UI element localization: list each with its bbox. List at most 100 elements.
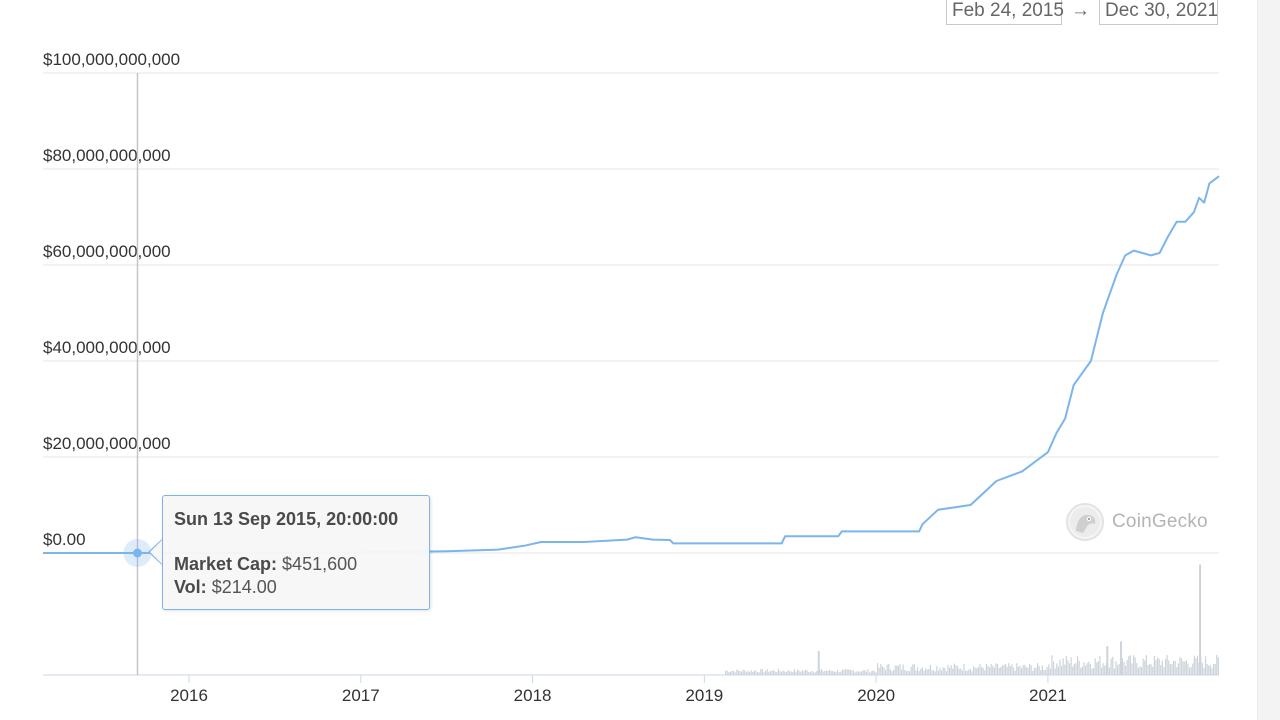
- volume-bar: [961, 670, 963, 675]
- volume-bar: [929, 664, 931, 675]
- volume-bar: [910, 666, 912, 675]
- volume-bar: [958, 669, 960, 675]
- volume-bar: [1028, 663, 1031, 675]
- x-tick-label: 2016: [170, 686, 208, 705]
- volume-bar: [793, 669, 795, 675]
- volume-bar: [1118, 664, 1120, 675]
- volume-bar: [780, 671, 783, 675]
- volume-bar: [764, 671, 767, 675]
- volume-bar: [937, 670, 939, 675]
- volume-bar: [1116, 664, 1119, 675]
- date-range-from-field[interactable]: Feb 24, 2015: [946, 0, 1064, 25]
- volume-bar: [916, 667, 919, 675]
- volume-bar: [1086, 663, 1088, 675]
- volume-spike: [1199, 564, 1202, 675]
- x-tick-label: 2020: [857, 686, 895, 705]
- volume-bar: [724, 670, 727, 675]
- volume-bar: [748, 671, 751, 675]
- volume-bar: [883, 667, 885, 675]
- volume-bar: [814, 672, 816, 675]
- volume-bar: [812, 672, 815, 675]
- volume-bar: [912, 664, 914, 675]
- volume-bar: [1169, 664, 1171, 675]
- volume-bar: [1072, 666, 1074, 675]
- volume-bar: [777, 669, 779, 675]
- volume-bar: [1014, 670, 1016, 675]
- volume-bar: [1033, 668, 1035, 675]
- chart-tooltip: Sun 13 Sep 2015, 20:00:00 Market Cap: $4…: [162, 495, 430, 610]
- volume-bar: [1131, 663, 1133, 675]
- volume-bar: [835, 671, 837, 675]
- volume-bar: [964, 670, 967, 675]
- volume-bar: [955, 665, 957, 675]
- volume-bar: [1009, 666, 1011, 675]
- volume-bar: [788, 671, 791, 675]
- volume-bar: [1137, 667, 1139, 675]
- volume-bar: [1204, 656, 1207, 675]
- volume-bar: [982, 667, 984, 675]
- tooltip-vol-value: $214.00: [211, 577, 277, 597]
- date-range-to-field[interactable]: Dec 30, 2021: [1099, 0, 1218, 25]
- volume-bar: [1084, 665, 1087, 675]
- volume-bar: [1089, 664, 1091, 675]
- volume-bar: [808, 672, 810, 675]
- y-tick-label: $0.00: [43, 530, 86, 549]
- volume-bar: [1211, 668, 1213, 675]
- volume-bar: [852, 670, 855, 675]
- y-tick-label: $20,000,000,000: [43, 434, 171, 453]
- volume-bar: [737, 670, 739, 675]
- volume-bar: [1038, 665, 1040, 675]
- volume-bar: [816, 671, 818, 675]
- volume-bar: [752, 672, 754, 675]
- volume-bar: [806, 670, 808, 675]
- volume-bar: [923, 670, 925, 675]
- volume-bar: [905, 671, 907, 675]
- volume-bar: [1147, 665, 1149, 675]
- volume-bar: [928, 668, 930, 675]
- volume-bar: [888, 663, 890, 675]
- volume-bar: [1091, 668, 1093, 675]
- volume-bar: [1203, 667, 1205, 675]
- hover-point[interactable]: [132, 548, 142, 558]
- volume-bar: [867, 669, 869, 675]
- volume-bar: [908, 671, 911, 675]
- volume-bar: [1140, 667, 1143, 675]
- volume-bar: [772, 670, 775, 675]
- volume-bar: [1022, 665, 1024, 675]
- volume-bar: [948, 667, 951, 675]
- volume-bar: [795, 671, 797, 675]
- volume-bar: [942, 667, 944, 675]
- grid-lines: [43, 72, 1219, 554]
- volume-bar: [1027, 667, 1029, 675]
- volume-bar: [921, 667, 923, 675]
- scrollbar-gutter[interactable]: [1257, 0, 1280, 720]
- volume-bar: [1136, 663, 1138, 675]
- crosshair: [123, 73, 152, 675]
- volume-bar: [811, 670, 813, 675]
- volume-bar: [1100, 667, 1103, 675]
- volume-bar: [1208, 665, 1210, 675]
- volume-bar: [976, 668, 978, 675]
- volume-bar: [1081, 666, 1083, 675]
- volume-bar: [862, 670, 864, 675]
- volume-bar: [1049, 668, 1051, 675]
- volume-bar: [1121, 658, 1123, 675]
- volume-bar: [1144, 660, 1146, 675]
- volume-bar: [1172, 660, 1175, 675]
- volume-bar: [968, 669, 970, 675]
- volume-bar: [742, 669, 744, 675]
- volume-bar: [1126, 659, 1128, 675]
- volume-bar: [1217, 657, 1219, 675]
- volume-bar: [729, 671, 731, 675]
- volume-bar: [987, 665, 989, 675]
- volume-bar: [1080, 667, 1082, 675]
- volume-bar: [894, 665, 896, 675]
- volume-bar: [771, 670, 773, 675]
- volume-bar: [900, 669, 903, 675]
- volume-bar: [848, 669, 850, 675]
- volume-bar: [915, 670, 917, 675]
- market-cap-series-line[interactable]: [43, 175, 1220, 554]
- volume-bar: [1142, 658, 1144, 675]
- volume-bar: [1030, 665, 1032, 675]
